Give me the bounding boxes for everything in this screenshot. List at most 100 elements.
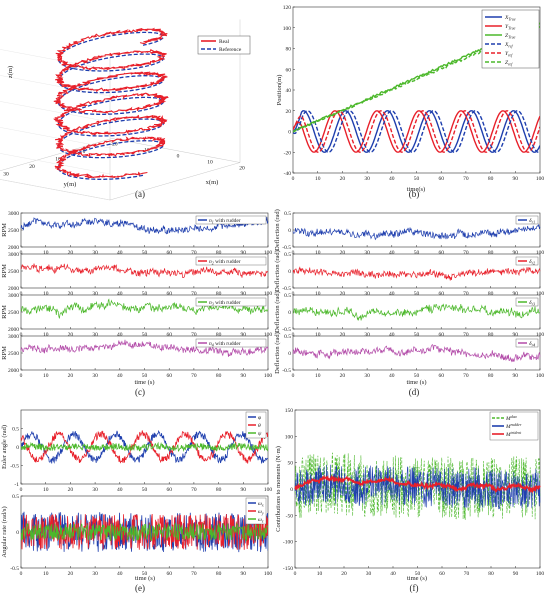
x-tick-label: 70 (463, 250, 469, 256)
x-tick-label: 100 (264, 332, 273, 338)
y-tick-label: 0 (288, 310, 291, 316)
legend-text: Z (505, 33, 509, 39)
x-tick-label: 80 (488, 332, 494, 338)
x-tick-label: 40 (117, 250, 123, 256)
x-tick-label: 10 (315, 291, 321, 297)
x-tick-label: 80 (216, 250, 222, 256)
x-tick-label: 90 (513, 291, 519, 297)
x-tick-label: 80 (488, 291, 494, 297)
x-tick-label: 60 (166, 571, 172, 577)
legend-superscript: trident (511, 430, 523, 435)
x-tick-label: 100 (264, 373, 273, 379)
legend-subscript: 3 (212, 302, 214, 307)
y-tick-label: -100 (283, 540, 293, 546)
series-d1 (292, 223, 541, 241)
y-tick-label: 10 (55, 157, 61, 163)
series-c1 (20, 216, 269, 235)
x-tick-label: 30 (364, 176, 370, 182)
legend-symbol: φ (258, 415, 261, 421)
x-tick-label: -20 (110, 142, 118, 148)
x-tick-label: 20 (68, 487, 74, 493)
x-tick-label: 100 (536, 250, 545, 256)
y-axis-label: y(m) (64, 181, 77, 188)
caption-f: (f) (410, 583, 419, 593)
legend-symbol: n (209, 259, 212, 265)
x-tick-label: 50 (142, 571, 148, 577)
y-tick-label: 2500 (8, 269, 19, 275)
legend-label-reference: Reference (219, 46, 242, 53)
legend-subscript: ref (508, 62, 513, 67)
x-tick-label: 0 (20, 250, 23, 256)
legend-symbol: n (209, 341, 212, 347)
x-tick-label: 50 (414, 250, 420, 256)
y-tick-label: 2000 (8, 368, 19, 374)
x-tick-label: 10 (43, 571, 49, 577)
panel-c4-y-label: RPM (1, 346, 8, 360)
x-tick-label: 20 (340, 332, 346, 338)
x-tick-label: 10 (315, 250, 321, 256)
x-tick-label: 10 (43, 332, 49, 338)
legend-tail: with rudder (214, 218, 241, 224)
legend-label-c2: n2 with rudder (209, 259, 241, 266)
legend-symbol: M (505, 432, 511, 438)
x-tick-label: 20 (340, 373, 346, 379)
y-tick-label: 2000 (8, 327, 19, 333)
x-tick-label: 60 (166, 250, 172, 256)
x-tick-label: 70 (191, 487, 197, 493)
x-tick-label: 40 (389, 291, 395, 297)
legend-label-Y_True: YTrue (505, 24, 516, 31)
legend-subscript: 4 (212, 343, 214, 348)
x-tick-label: 40 (117, 571, 123, 577)
panel-c1-y-label: RPM (1, 223, 8, 237)
legend-subscript: r2 (532, 261, 536, 266)
x-tick-label: 60 (438, 332, 444, 338)
legend-label-Z_ref: Zref (505, 60, 513, 67)
series-c2 (20, 263, 269, 278)
x-tick-label: 30 (92, 487, 98, 493)
series-ωz (21, 522, 268, 542)
y-tick-label: -1 (14, 482, 19, 488)
legend-label-d3: δr3 (529, 300, 535, 307)
x-tick-label: 70 (463, 332, 469, 338)
y-tick-label: 3000 (8, 211, 19, 217)
legend-symbol: δ (529, 300, 532, 306)
x-tick-label: 10 (315, 332, 321, 338)
legend-box-c1 (195, 215, 267, 225)
x-tick-label: 40 (389, 373, 395, 379)
z-grid (0, 75, 111, 97)
y-tick-label: 0.5 (12, 427, 19, 433)
x-tick-label: 90 (241, 291, 247, 297)
legend-subscript: ref (508, 53, 513, 58)
panel-b-y-label: Position(m) (276, 75, 283, 106)
panel-c2-y-label: RPM (1, 264, 8, 278)
x-tick-label: 20 (340, 291, 346, 297)
y-tick-label: -0.5 (282, 368, 291, 374)
panel-f-axes: -150 -100 -50 0 50 100 150 0 10 20 30 40 50 60 70 80 90 1… (283, 408, 544, 577)
legend-subscript: z (261, 519, 264, 524)
x-tick-label: 0 (292, 291, 295, 297)
x-tick-label: 100 (264, 487, 273, 493)
series-c4 (20, 339, 269, 357)
x-tick-label: 60 (438, 176, 444, 182)
legend-subscript: y (261, 511, 264, 516)
caption-e: (e) (135, 583, 145, 593)
panel-d-x-label: time (s) (406, 379, 426, 386)
series-d3 (292, 303, 541, 322)
x-tick-label: 0 (20, 487, 23, 493)
z-axis-label: z(m) (7, 66, 14, 78)
panel-d4-y-label: Deflection (rad) (274, 332, 281, 374)
x-tick-label: 70 (191, 250, 197, 256)
y-tick-label: 3000 (8, 252, 19, 258)
y-tick-label: -50 (286, 513, 294, 519)
floor-frame (0, 138, 241, 201)
x-tick-label: 50 (415, 571, 421, 577)
x-tick-label: 80 (216, 373, 222, 379)
panel-c-x-label: time (s) (134, 379, 154, 386)
y-tick-label: 100 (283, 26, 292, 32)
panel-e1-y-label: Euler angle (rad) (1, 425, 8, 469)
legend-label-d1: δr1 (529, 218, 535, 225)
